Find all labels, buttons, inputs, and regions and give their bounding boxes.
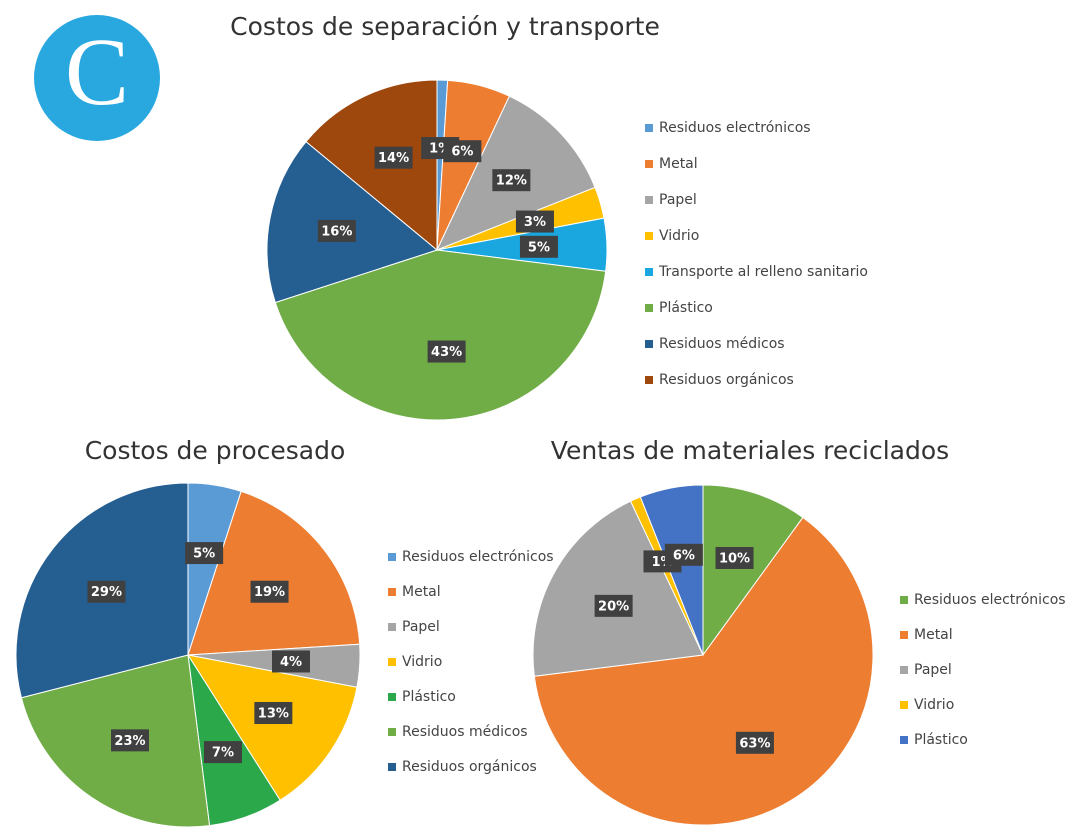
data-label-box xyxy=(87,580,126,603)
data-label-box xyxy=(443,140,482,163)
legend-label: Vidrio xyxy=(402,654,442,670)
legend-swatch xyxy=(645,340,653,348)
data-label-box xyxy=(271,650,310,673)
data-label: 16% xyxy=(321,224,352,239)
legend-label: Papel xyxy=(659,192,697,208)
data-label: 7% xyxy=(212,746,234,761)
data-label: 12% xyxy=(496,174,527,189)
legend-label: Residuos orgánicos xyxy=(402,759,537,775)
data-label: 5% xyxy=(528,240,550,255)
panel-label: C xyxy=(65,18,129,125)
pie-slice xyxy=(305,79,438,252)
legend-swatch xyxy=(388,623,396,631)
legend-swatch xyxy=(900,736,908,744)
legend-label: Plástico xyxy=(402,689,456,705)
chart-title: Costos de separación y transporte xyxy=(230,12,660,41)
data-label-box xyxy=(110,729,149,752)
data-label-box xyxy=(515,210,554,233)
panel-badge xyxy=(34,15,160,141)
data-label-box xyxy=(203,741,242,764)
legend-swatch xyxy=(645,304,653,312)
data-label-box xyxy=(427,340,466,363)
legend-label: Residuos médicos xyxy=(659,336,785,352)
legend-label: Vidrio xyxy=(914,697,954,713)
legend-swatch xyxy=(645,196,653,204)
data-label: 20% xyxy=(598,599,629,614)
data-label-box xyxy=(519,235,558,258)
data-label-box xyxy=(254,702,293,725)
chart-title: Costos de procesado xyxy=(85,436,346,465)
data-label-box xyxy=(594,594,633,617)
data-label: 3% xyxy=(524,215,546,230)
legend-label: Metal xyxy=(659,156,698,172)
data-label: 6% xyxy=(451,145,473,160)
pie-slice xyxy=(702,484,804,657)
data-label: 14% xyxy=(378,151,409,166)
data-label-box xyxy=(664,543,703,566)
legend-swatch xyxy=(900,631,908,639)
legend-swatch xyxy=(388,658,396,666)
pie-slice xyxy=(274,249,607,421)
data-label: 13% xyxy=(258,707,289,722)
data-label: 19% xyxy=(254,585,285,600)
legend-label: Metal xyxy=(402,584,441,600)
data-label-box xyxy=(185,542,224,565)
legend-swatch xyxy=(645,124,653,132)
data-label: 10% xyxy=(719,551,750,566)
data-label: 23% xyxy=(114,734,145,749)
data-label: 63% xyxy=(739,736,770,751)
legend-label: Residuos electrónicos xyxy=(659,120,811,136)
legend-swatch xyxy=(645,232,653,240)
legend-label: Transporte al relleno sanitario xyxy=(658,264,868,280)
pie-slice xyxy=(186,654,358,801)
data-label-box xyxy=(317,219,356,242)
legend-swatch xyxy=(900,596,908,604)
legend-label: Metal xyxy=(914,627,953,643)
legend-label: Papel xyxy=(914,662,952,678)
data-label-box xyxy=(492,169,531,192)
legend-label: Residuos médicos xyxy=(402,724,528,740)
legend-swatch xyxy=(900,666,908,674)
data-label-box xyxy=(250,580,289,603)
legend-label: Residuos electrónicos xyxy=(402,549,554,565)
legend-swatch xyxy=(388,588,396,596)
legend-label: Plástico xyxy=(914,732,968,748)
legend-swatch xyxy=(900,701,908,709)
data-label-box xyxy=(715,546,754,569)
data-label: 5% xyxy=(193,547,215,562)
pie-slice xyxy=(533,516,874,826)
data-label-box xyxy=(735,731,774,754)
data-label: 6% xyxy=(673,548,695,563)
pie-slice xyxy=(187,490,361,656)
data-label: 43% xyxy=(431,345,462,360)
legend-swatch xyxy=(645,376,653,384)
legend-swatch xyxy=(645,268,653,276)
data-label-box xyxy=(374,146,413,169)
legend-label: Plástico xyxy=(659,300,713,316)
legend-label: Residuos orgánicos xyxy=(659,372,794,388)
legend-label: Residuos electrónicos xyxy=(914,592,1066,608)
legend-label: Vidrio xyxy=(659,228,699,244)
data-label: 4% xyxy=(280,655,302,670)
legend-label: Papel xyxy=(402,619,440,635)
legend-swatch xyxy=(388,553,396,561)
legend-swatch xyxy=(388,693,396,701)
legend-swatch xyxy=(388,763,396,771)
data-label: 29% xyxy=(91,585,122,600)
chart-title: Ventas de materiales reciclados xyxy=(551,436,949,465)
pie-slice xyxy=(532,500,704,677)
legend-swatch xyxy=(388,728,396,736)
legend-swatch xyxy=(645,160,653,168)
